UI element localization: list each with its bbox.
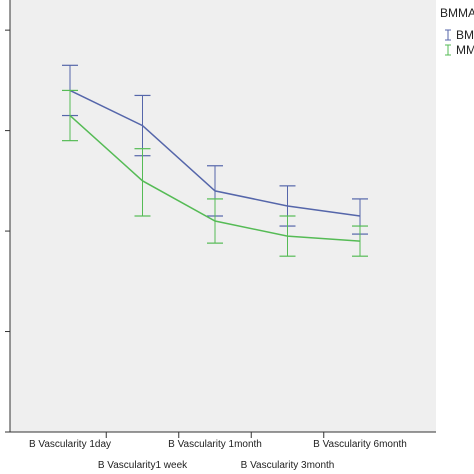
y-ticks [5,29,10,433]
error-bar-MM-0 [62,89,78,142]
legend-label-MM: MM [456,43,474,57]
x-tick-label-1: B Vascularity1 week [98,460,188,471]
x-tick-label-0: B Vascularity 1day [29,439,111,450]
x-ticks: B Vascularity 1day B Vascularity1 week B V… [29,432,407,471]
error-bar-MM-2 [207,198,223,244]
error-bar-MM-3 [279,215,296,257]
error-bar-BM-1 [134,94,151,157]
series-layer [62,64,368,257]
x-tick-label-3: B Vascularity 3month [241,460,335,471]
legend-title: BMMA [440,6,474,20]
error-bar-MM-4 [352,225,368,257]
legend-label-BM: BM [456,28,474,42]
legend-entry-BM: BM [445,28,474,42]
legend-entry-MM: MM [445,43,474,57]
error-bar-MM-1 [134,148,151,217]
x-tick-label-2: B Vascularity 1month [168,439,262,450]
series-MM [62,89,368,257]
x-tick-label-4: B Vascularity 6month [313,439,407,450]
